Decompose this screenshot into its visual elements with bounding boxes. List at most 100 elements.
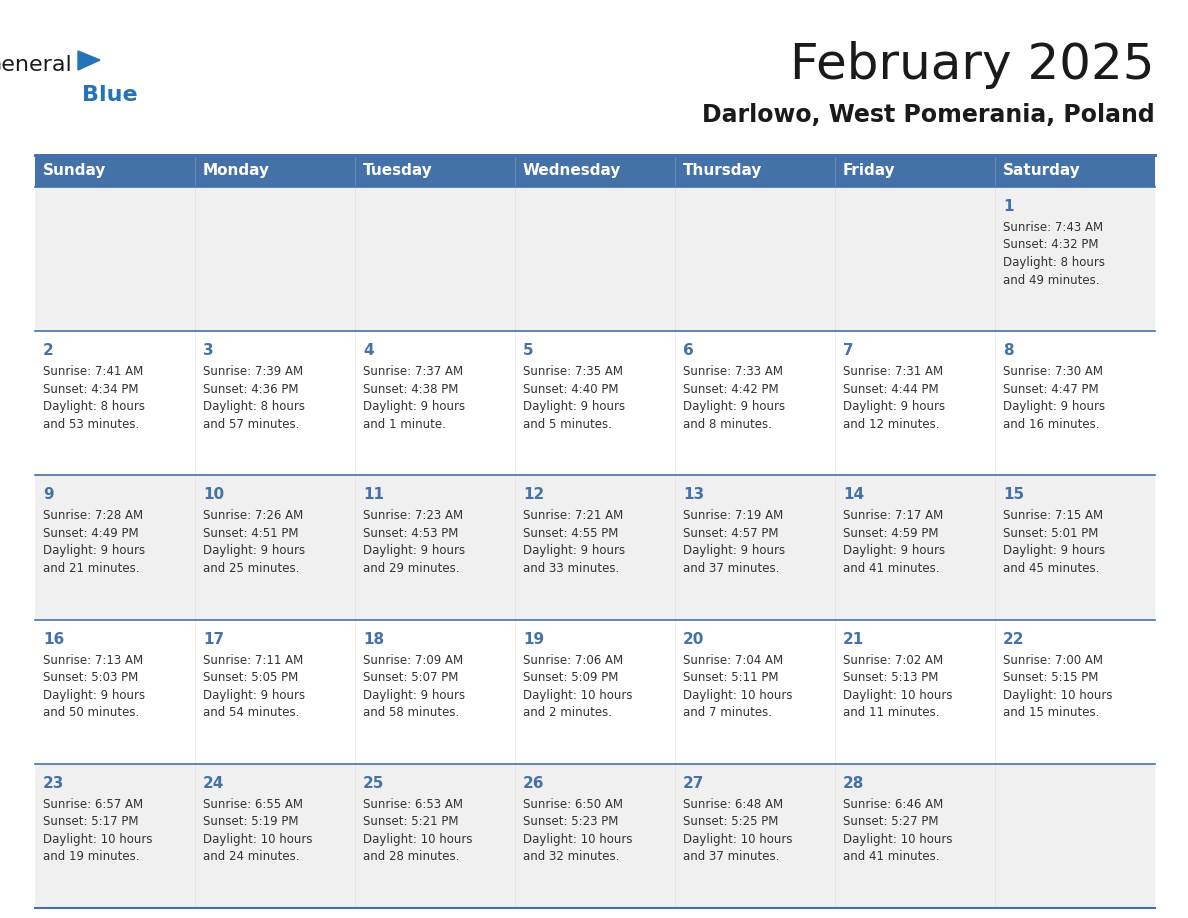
Text: 13: 13 [683, 487, 704, 502]
Text: 27: 27 [683, 776, 704, 790]
Text: Sunset: 5:11 PM: Sunset: 5:11 PM [683, 671, 778, 684]
Text: Sunset: 4:55 PM: Sunset: 4:55 PM [523, 527, 619, 540]
Text: 22: 22 [1003, 632, 1024, 646]
Bar [34, 476, 1155, 620]
Text: Daylight: 9 hours: Daylight: 9 hours [683, 544, 785, 557]
Text: and 2 minutes.: and 2 minutes. [523, 706, 612, 719]
Text: 7: 7 [843, 343, 854, 358]
Text: 21: 21 [843, 632, 864, 646]
Text: and 28 minutes.: and 28 minutes. [364, 850, 460, 863]
Text: Daylight: 9 hours: Daylight: 9 hours [683, 400, 785, 413]
Text: Sunrise: 7:09 AM: Sunrise: 7:09 AM [364, 654, 463, 666]
Text: and 41 minutes.: and 41 minutes. [843, 850, 940, 863]
Text: Sunset: 4:38 PM: Sunset: 4:38 PM [364, 383, 459, 396]
Text: and 58 minutes.: and 58 minutes. [364, 706, 460, 719]
Text: Daylight: 10 hours: Daylight: 10 hours [843, 688, 953, 701]
Text: Sunrise: 7:21 AM: Sunrise: 7:21 AM [523, 509, 624, 522]
Text: Sunset: 4:34 PM: Sunset: 4:34 PM [43, 383, 139, 396]
Text: 17: 17 [203, 632, 225, 646]
Text: 15: 15 [1003, 487, 1024, 502]
Text: Sunday: Sunday [43, 163, 107, 178]
Text: Sunrise: 7:13 AM: Sunrise: 7:13 AM [43, 654, 143, 666]
Text: Sunset: 5:23 PM: Sunset: 5:23 PM [523, 815, 619, 828]
Text: and 37 minutes.: and 37 minutes. [683, 850, 779, 863]
Text: 26: 26 [523, 776, 544, 790]
Text: General: General [0, 55, 72, 75]
Text: and 16 minutes.: and 16 minutes. [1003, 418, 1100, 431]
Text: Daylight: 10 hours: Daylight: 10 hours [523, 688, 632, 701]
Text: Daylight: 8 hours: Daylight: 8 hours [1003, 256, 1105, 269]
Text: Daylight: 10 hours: Daylight: 10 hours [1003, 688, 1112, 701]
Text: 18: 18 [364, 632, 384, 646]
Text: and 8 minutes.: and 8 minutes. [683, 418, 772, 431]
Text: Sunset: 4:57 PM: Sunset: 4:57 PM [683, 527, 778, 540]
Text: February 2025: February 2025 [790, 41, 1155, 89]
Text: Blue: Blue [82, 85, 138, 105]
Text: Sunset: 5:13 PM: Sunset: 5:13 PM [843, 671, 939, 684]
Text: Sunset: 4:59 PM: Sunset: 4:59 PM [843, 527, 939, 540]
Text: Daylight: 10 hours: Daylight: 10 hours [523, 833, 632, 845]
Text: Sunset: 4:47 PM: Sunset: 4:47 PM [1003, 383, 1099, 396]
Text: 10: 10 [203, 487, 225, 502]
Text: Daylight: 9 hours: Daylight: 9 hours [1003, 400, 1105, 413]
Text: Daylight: 9 hours: Daylight: 9 hours [203, 544, 305, 557]
Text: Sunset: 5:21 PM: Sunset: 5:21 PM [364, 815, 459, 828]
Text: Daylight: 9 hours: Daylight: 9 hours [1003, 544, 1105, 557]
Text: Sunset: 4:51 PM: Sunset: 4:51 PM [203, 527, 298, 540]
Text: and 45 minutes.: and 45 minutes. [1003, 562, 1099, 575]
Text: 25: 25 [364, 776, 385, 790]
Text: and 49 minutes.: and 49 minutes. [1003, 274, 1100, 286]
Text: Sunrise: 7:11 AM: Sunrise: 7:11 AM [203, 654, 303, 666]
Text: Sunrise: 7:04 AM: Sunrise: 7:04 AM [683, 654, 783, 666]
Text: Sunrise: 7:15 AM: Sunrise: 7:15 AM [1003, 509, 1104, 522]
Text: 4: 4 [364, 343, 373, 358]
Text: Sunrise: 6:53 AM: Sunrise: 6:53 AM [364, 798, 463, 811]
Text: Sunrise: 7:02 AM: Sunrise: 7:02 AM [843, 654, 943, 666]
Text: Thursday: Thursday [683, 163, 763, 178]
Text: Darlowo, West Pomerania, Poland: Darlowo, West Pomerania, Poland [702, 103, 1155, 127]
Text: Sunrise: 7:17 AM: Sunrise: 7:17 AM [843, 509, 943, 522]
Text: and 24 minutes.: and 24 minutes. [203, 850, 299, 863]
Text: Sunset: 5:17 PM: Sunset: 5:17 PM [43, 815, 139, 828]
Text: Sunset: 5:19 PM: Sunset: 5:19 PM [203, 815, 298, 828]
Text: and 33 minutes.: and 33 minutes. [523, 562, 619, 575]
Text: 6: 6 [683, 343, 694, 358]
Text: Daylight: 9 hours: Daylight: 9 hours [364, 400, 466, 413]
Text: Friday: Friday [843, 163, 896, 178]
Text: and 32 minutes.: and 32 minutes. [523, 850, 619, 863]
Text: Daylight: 10 hours: Daylight: 10 hours [683, 688, 792, 701]
Text: 1: 1 [1003, 199, 1013, 214]
Text: and 25 minutes.: and 25 minutes. [203, 562, 299, 575]
Text: Daylight: 10 hours: Daylight: 10 hours [364, 833, 473, 845]
Text: and 29 minutes.: and 29 minutes. [364, 562, 460, 575]
Text: and 54 minutes.: and 54 minutes. [203, 706, 299, 719]
Text: Daylight: 10 hours: Daylight: 10 hours [683, 833, 792, 845]
Text: Daylight: 9 hours: Daylight: 9 hours [523, 400, 625, 413]
Text: Sunrise: 7:26 AM: Sunrise: 7:26 AM [203, 509, 303, 522]
Text: Sunrise: 7:43 AM: Sunrise: 7:43 AM [1003, 221, 1104, 234]
Text: 24: 24 [203, 776, 225, 790]
Text: Sunset: 5:27 PM: Sunset: 5:27 PM [843, 815, 939, 828]
Text: Sunrise: 7:41 AM: Sunrise: 7:41 AM [43, 365, 144, 378]
Text: Sunset: 5:01 PM: Sunset: 5:01 PM [1003, 527, 1099, 540]
Text: and 21 minutes.: and 21 minutes. [43, 562, 139, 575]
Text: Saturday: Saturday [1003, 163, 1081, 178]
Text: Sunrise: 6:48 AM: Sunrise: 6:48 AM [683, 798, 783, 811]
Text: 9: 9 [43, 487, 53, 502]
Text: Sunset: 5:03 PM: Sunset: 5:03 PM [43, 671, 138, 684]
Text: Daylight: 9 hours: Daylight: 9 hours [364, 544, 466, 557]
Text: and 19 minutes.: and 19 minutes. [43, 850, 139, 863]
Text: 14: 14 [843, 487, 864, 502]
Text: 11: 11 [364, 487, 384, 502]
Text: Sunset: 4:44 PM: Sunset: 4:44 PM [843, 383, 939, 396]
Text: Sunrise: 7:28 AM: Sunrise: 7:28 AM [43, 509, 143, 522]
Polygon shape [78, 51, 100, 70]
Text: 12: 12 [523, 487, 544, 502]
Text: Sunset: 4:49 PM: Sunset: 4:49 PM [43, 527, 139, 540]
Text: and 5 minutes.: and 5 minutes. [523, 418, 612, 431]
Text: 5: 5 [523, 343, 533, 358]
Text: Daylight: 9 hours: Daylight: 9 hours [843, 544, 946, 557]
Text: 28: 28 [843, 776, 865, 790]
Text: Sunrise: 7:31 AM: Sunrise: 7:31 AM [843, 365, 943, 378]
Text: Sunrise: 7:33 AM: Sunrise: 7:33 AM [683, 365, 783, 378]
